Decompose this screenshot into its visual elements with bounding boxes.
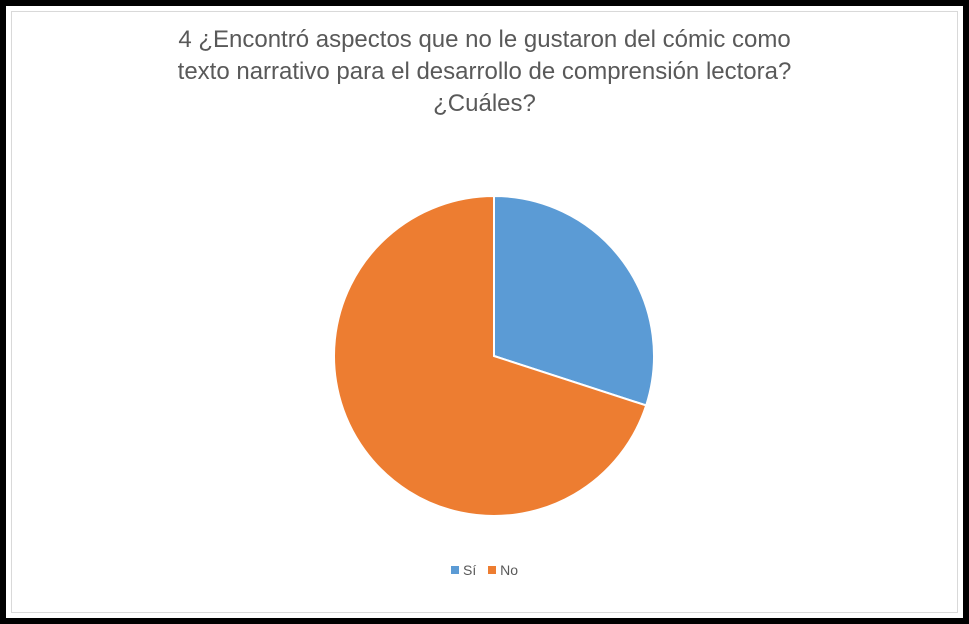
legend-swatch-si xyxy=(450,566,459,574)
pie-slice-no xyxy=(333,194,648,517)
chart-title-line-3: ¿Cuáles? xyxy=(433,90,536,117)
legend-item-no: No xyxy=(488,562,518,578)
pie-slice-si xyxy=(493,194,655,407)
legend-item-si: Sí xyxy=(450,562,477,578)
legend-swatch-no xyxy=(488,566,497,574)
chart-title-line-1: 4 ¿Encontró aspectos que no le gustaron … xyxy=(178,26,791,53)
legend-label-si: Sí xyxy=(462,562,477,578)
chart-title: 4 ¿Encontró aspectos que no le gustaron … xyxy=(40,24,929,120)
chart-title-line-2: texto narrativo para el desarrollo de co… xyxy=(177,58,792,85)
legend-label-no: No xyxy=(500,562,519,578)
chart-legend: Sí No xyxy=(0,562,969,578)
